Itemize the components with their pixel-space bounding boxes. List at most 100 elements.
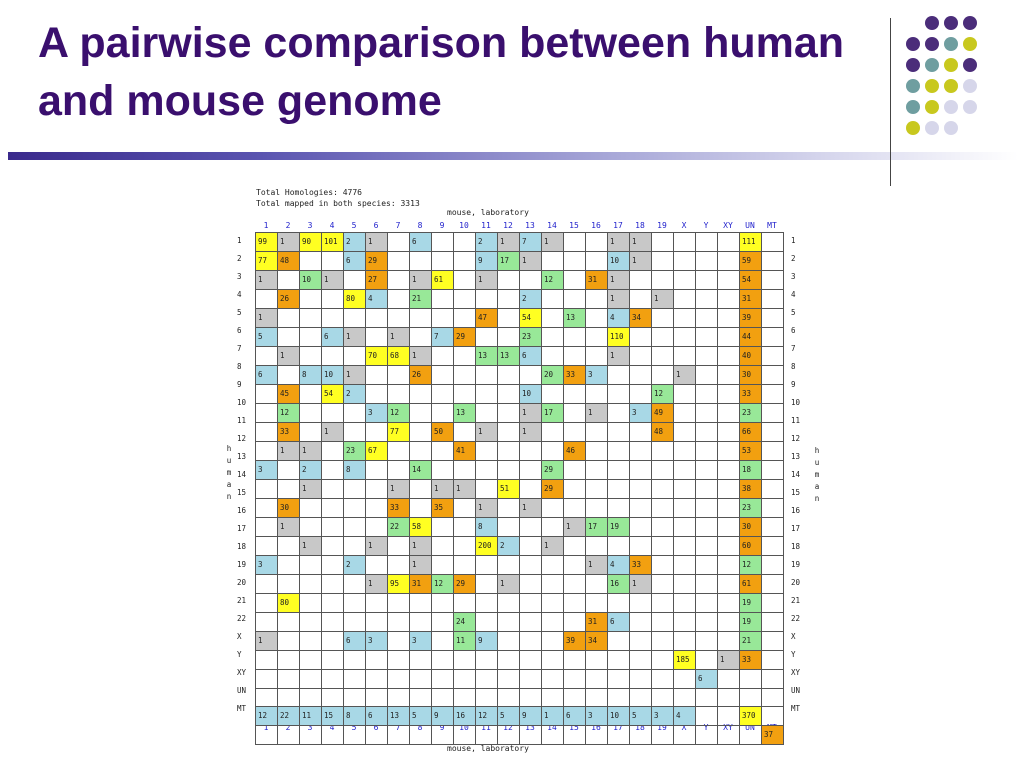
- grid-cell: 61: [431, 270, 454, 290]
- grid-cell: [717, 308, 740, 328]
- grid-cell: [431, 688, 454, 707]
- decorative-dot: [944, 79, 958, 93]
- grid-cell: [453, 555, 476, 575]
- grid-cell: 200: [475, 536, 498, 556]
- decorative-dot: [925, 58, 939, 72]
- x-tick-label: 18: [635, 221, 645, 230]
- grid-cell: [321, 346, 344, 366]
- grid-cell: [519, 612, 542, 632]
- grid-cell: [717, 365, 740, 385]
- grid-row: 45 54 2 10 12 33: [255, 384, 784, 404]
- grid-cell: [585, 536, 608, 556]
- grid-cell: [673, 384, 696, 404]
- x-tick-label: 6: [373, 221, 379, 230]
- x-tick-label: 17: [613, 221, 623, 230]
- grid-cell: [761, 574, 784, 594]
- x-tick-label: 4: [329, 221, 335, 230]
- grid-cell: 21: [409, 289, 432, 309]
- grid-cell: [673, 631, 696, 651]
- grid-cell: [761, 498, 784, 518]
- grid-cell: [365, 612, 388, 632]
- grid-cell: 6: [343, 251, 366, 271]
- grid-cell: 1: [519, 251, 542, 271]
- grid-cell: 48: [277, 251, 300, 271]
- grid-cell: 1: [629, 574, 652, 594]
- x-tick-label: X: [681, 221, 687, 230]
- decorative-dot: [906, 100, 920, 114]
- grid-cell: [563, 574, 586, 594]
- grid-cell: [629, 460, 652, 480]
- grid-cell: [739, 669, 762, 689]
- grid-cell: 2: [343, 555, 366, 575]
- grid-cell: [277, 688, 300, 707]
- grid-cell: [431, 441, 454, 461]
- grid-cell: 5: [497, 706, 520, 726]
- grid-cell: [695, 593, 718, 613]
- grid-cell: 23: [739, 498, 762, 518]
- grid-cell: [299, 346, 322, 366]
- grid-cell: [321, 574, 344, 594]
- grid-cell: [563, 232, 586, 252]
- grid-cell: 29: [453, 327, 476, 347]
- grid-cell: [673, 688, 696, 707]
- grid-cell: [761, 403, 784, 423]
- grid-cell: [321, 650, 344, 670]
- grid-cell: [321, 460, 344, 480]
- grid-cell: [761, 384, 784, 404]
- x-tick-label: 19: [657, 221, 667, 230]
- y-axis-title-letter: m: [814, 470, 820, 479]
- grid-cell: 49: [651, 403, 674, 423]
- grid-cell: [431, 403, 454, 423]
- grid-cell: [387, 289, 410, 309]
- grid-cell: 46: [563, 441, 586, 461]
- grid-cell: [717, 631, 740, 651]
- grid-cell: [607, 422, 630, 442]
- grid-cell: [585, 498, 608, 518]
- grid-cell: [453, 346, 476, 366]
- grid-cell: [695, 251, 718, 271]
- grid-cell: [453, 365, 476, 385]
- grid-cell: [717, 403, 740, 423]
- grid-cell: [673, 536, 696, 556]
- y-tick-label: 1: [237, 236, 242, 245]
- y-tick-label: 20: [791, 578, 801, 587]
- grid-cell: [761, 479, 784, 499]
- grid-cell: [409, 479, 432, 499]
- y-tick-label: UN: [237, 686, 247, 695]
- grid-cell: 3: [255, 460, 278, 480]
- grid-row: 1 10 1 27 1 61 1 12 31 1 54: [255, 270, 784, 290]
- grid-cell: [541, 346, 564, 366]
- y-tick-label: 4: [237, 290, 242, 299]
- y-tick-label: 7: [237, 344, 242, 353]
- grid-cell: 1: [321, 422, 344, 442]
- grid-cell: [717, 441, 740, 461]
- grid-cell: [607, 725, 630, 745]
- grid-cell: [497, 289, 520, 309]
- grid-cell: [321, 251, 344, 271]
- grid-cell: [519, 517, 542, 537]
- grid-cell: 24: [453, 612, 476, 632]
- grid-cell: [717, 574, 740, 594]
- grid-cell: 26: [409, 365, 432, 385]
- grid-cell: [387, 308, 410, 328]
- grid-cell: [695, 479, 718, 499]
- grid-cell: [387, 384, 410, 404]
- x-tick-label: 1: [263, 221, 269, 230]
- grid-cell: [343, 422, 366, 442]
- grid-cell: [717, 232, 740, 252]
- grid-cell: 1: [607, 232, 630, 252]
- grid-cell: [717, 289, 740, 309]
- grid-cell: 1: [497, 574, 520, 594]
- grid-cell: [497, 460, 520, 480]
- grid-cell: [651, 650, 674, 670]
- grid-cell: [651, 479, 674, 499]
- grid-cell: [365, 422, 388, 442]
- decorative-dot: [944, 100, 958, 114]
- grid-cell: [673, 232, 696, 252]
- grid-cell: 66: [739, 422, 762, 442]
- grid-row: 24 31 6 19: [255, 612, 784, 632]
- grid-cell: [629, 669, 652, 689]
- grid-cell: [255, 517, 278, 537]
- grid-cell: [585, 725, 608, 745]
- y-tick-label: UN: [791, 686, 801, 695]
